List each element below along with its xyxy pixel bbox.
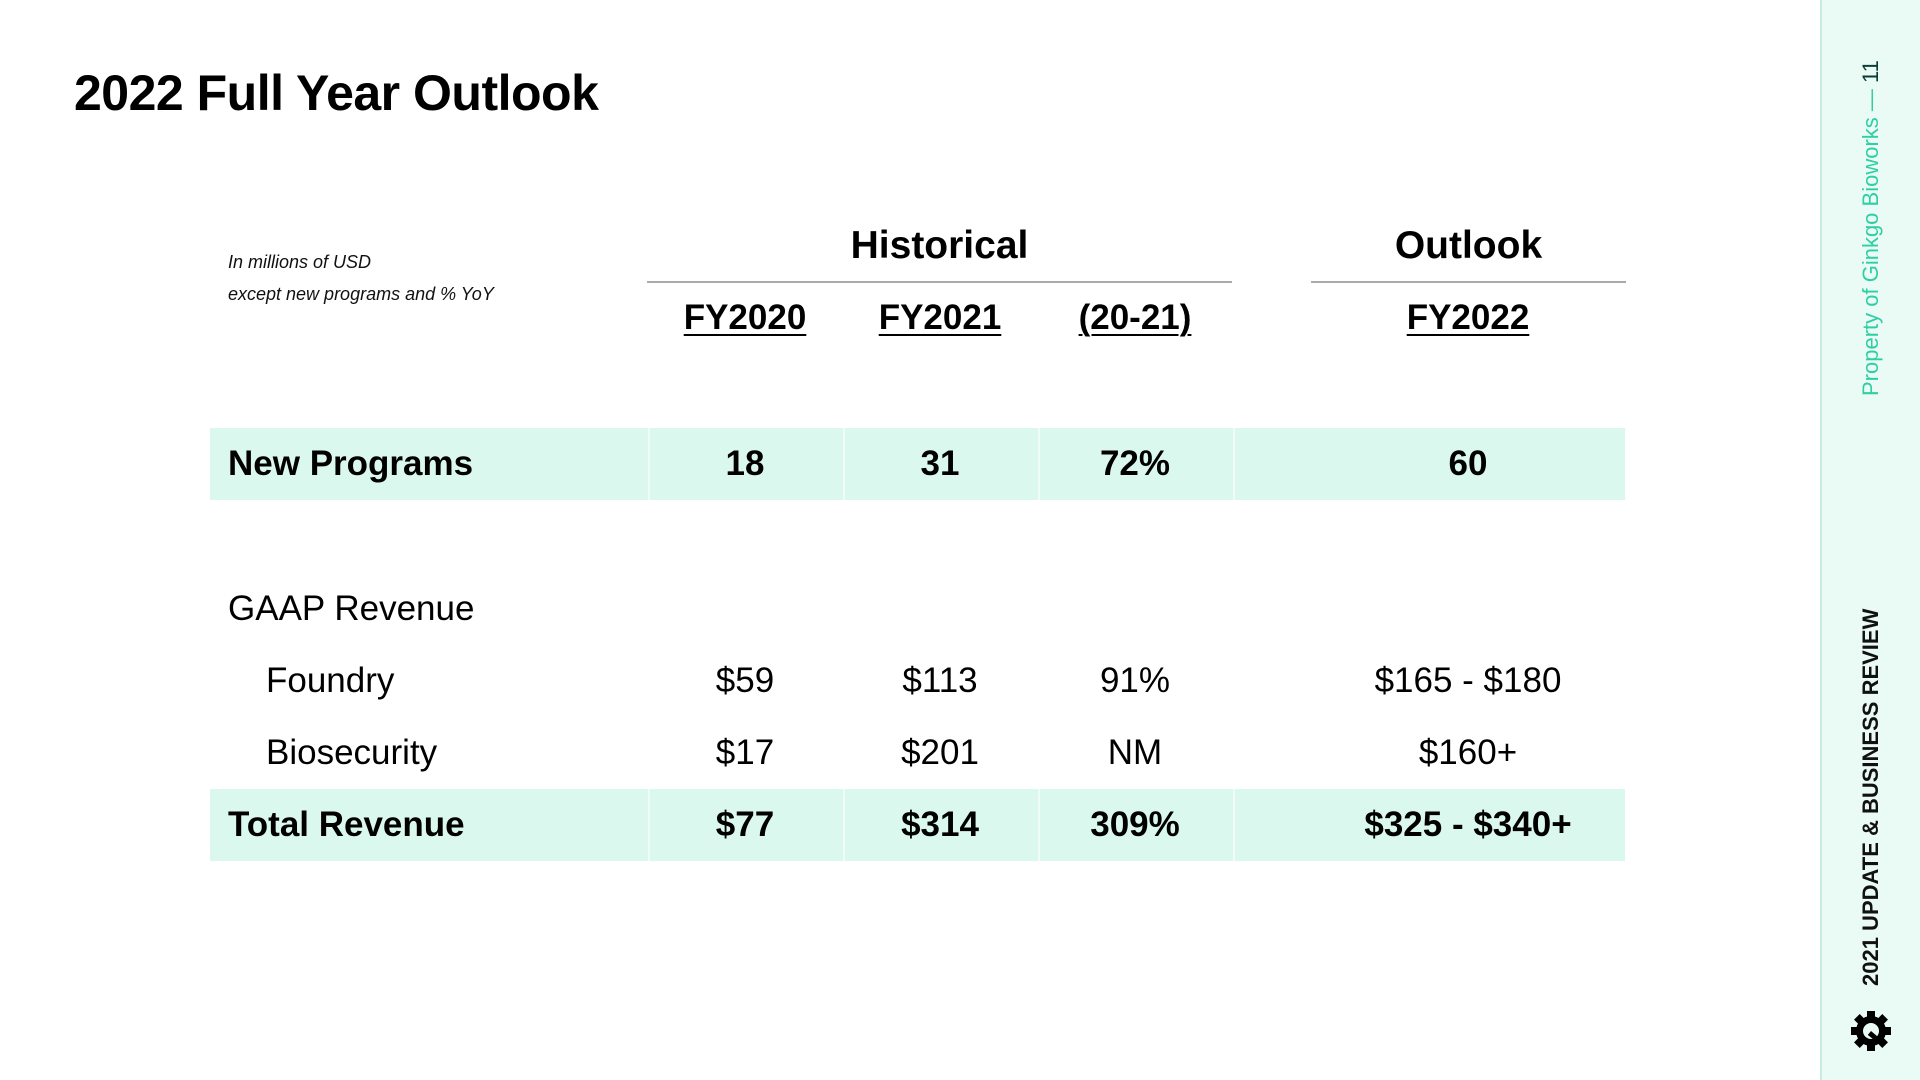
ginkgo-logo-icon xyxy=(1851,1011,1891,1051)
row-label: Biosecurity xyxy=(266,733,438,772)
sidebar xyxy=(1820,0,1920,1080)
table-cell: 309% xyxy=(1090,805,1180,844)
table-cell: $59 xyxy=(715,661,775,700)
table-cell: $201 xyxy=(901,733,979,772)
column-header-yoy: (20-21) xyxy=(1078,298,1192,337)
units-note-line1: In millions of USD xyxy=(228,252,372,272)
row-label: GAAP Revenue xyxy=(228,589,475,628)
group-header-outlook: Outlook xyxy=(1394,224,1543,267)
table-cell: $17 xyxy=(715,733,775,772)
sidebar-report-title: 2021 UPDATE & BUSINESS REVIEW xyxy=(1858,608,1883,986)
row-label: Total Revenue xyxy=(228,805,465,844)
table-cell: 18 xyxy=(725,444,765,483)
table-cell: NM xyxy=(1107,733,1163,772)
table-cell: $325 - $340+ xyxy=(1364,805,1572,844)
page-number: 11 xyxy=(1858,60,1883,83)
table-cell: 72% xyxy=(1099,444,1171,483)
table-cell: 60 xyxy=(1448,444,1488,483)
table-row-foundry: Foundry $59 $113 91% $165 - $180 xyxy=(210,645,1625,717)
table-cell: $314 xyxy=(901,805,979,844)
row-label: Foundry xyxy=(266,661,395,700)
separator: — xyxy=(1858,89,1883,112)
table-cell: 31 xyxy=(920,444,960,483)
table-row-gaap-revenue: GAAP Revenue xyxy=(210,573,1625,645)
sidebar-property-text: Property of Ginkgo Bioworks — 11 xyxy=(1858,60,1884,396)
column-header-fy2022: FY2022 xyxy=(1406,298,1530,337)
units-note-line2: except new programs and % YoY xyxy=(228,284,494,304)
table-cell: $160+ xyxy=(1418,733,1518,772)
group-rule-historical xyxy=(647,281,1232,283)
row-label: New Programs xyxy=(228,444,474,483)
column-header-fy2020: FY2020 xyxy=(683,298,807,337)
property-label: Property of Ginkgo Bioworks xyxy=(1858,117,1883,396)
column-header-fy2021: FY2021 xyxy=(878,298,1002,337)
table-cell: $113 xyxy=(902,661,978,700)
group-rule-outlook xyxy=(1311,281,1626,283)
table-cell: 91% xyxy=(1099,661,1171,700)
table-row-total-revenue: Total Revenue $77 $314 309% $325 - $340+ xyxy=(210,789,1625,861)
table-row-new-programs: New Programs 18 31 72% 60 xyxy=(210,428,1625,500)
table-row-biosecurity: Biosecurity $17 $201 NM $160+ xyxy=(210,717,1625,789)
page-title: 2022 Full Year Outlook xyxy=(74,65,599,121)
table-cell: $77 xyxy=(715,805,775,844)
table-cell: $165 - $180 xyxy=(1374,661,1562,700)
group-header-historical: Historical xyxy=(850,224,1029,267)
